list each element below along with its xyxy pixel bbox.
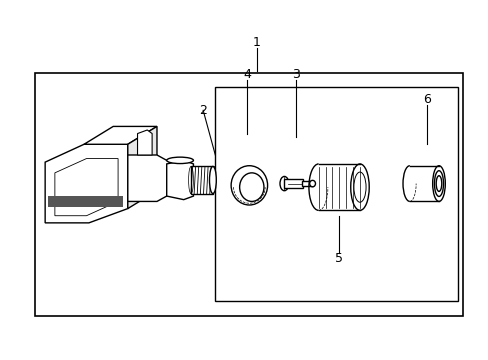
Polygon shape: [127, 155, 176, 202]
Ellipse shape: [166, 157, 193, 163]
Text: 3: 3: [291, 68, 299, 81]
Ellipse shape: [280, 176, 288, 191]
Text: 6: 6: [422, 93, 430, 106]
Bar: [191, 166, 212, 194]
Polygon shape: [127, 126, 157, 208]
Ellipse shape: [209, 166, 216, 194]
Polygon shape: [45, 144, 127, 223]
Polygon shape: [166, 160, 193, 200]
Bar: [284, 179, 302, 188]
Text: 1: 1: [252, 36, 260, 49]
Polygon shape: [84, 126, 157, 144]
Ellipse shape: [309, 180, 315, 187]
Text: 4: 4: [243, 68, 250, 81]
Bar: [47, 196, 122, 207]
Bar: [35, 73, 462, 316]
Bar: [215, 87, 458, 301]
Text: 5: 5: [335, 252, 343, 265]
Bar: [301, 181, 312, 186]
Text: 2: 2: [199, 104, 207, 117]
Polygon shape: [137, 130, 152, 155]
